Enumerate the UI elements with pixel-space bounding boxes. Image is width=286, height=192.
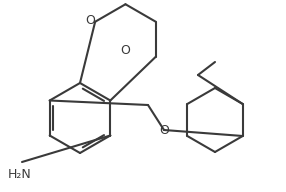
Text: O: O (120, 44, 130, 56)
Text: H₂N: H₂N (8, 169, 32, 181)
Text: O: O (159, 123, 169, 137)
Text: O: O (85, 13, 95, 26)
